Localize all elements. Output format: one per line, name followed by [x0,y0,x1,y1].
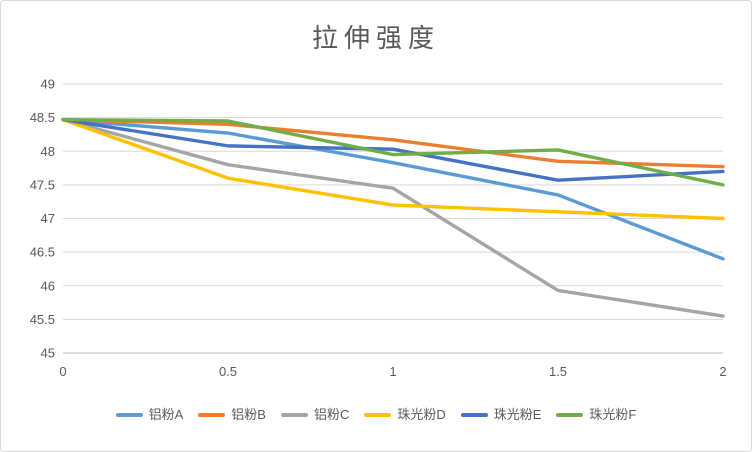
line-swatch-icon [364,413,392,417]
line-swatch-icon [115,413,143,417]
x-tick-label: 1.5 [549,364,567,379]
legend-item-series-a: 铝粉A [115,407,184,423]
y-tick-label: 46 [41,278,55,293]
legend-item-series-f: 珠光粉F [556,407,636,423]
legend-item-series-b: 铝粉B [198,407,266,423]
legend: 铝粉A 铝粉B 铝粉C 珠光粉D 珠光粉E 珠光粉F [1,407,751,423]
series-line-0 [61,117,725,261]
legend-label: 铝粉A [148,407,184,422]
legend-label: 珠光粉D [397,407,446,422]
y-tick-label: 48 [41,144,55,159]
chart-title: 拉伸强度 [311,23,440,53]
legend-label: 铝粉C [313,407,350,422]
line-swatch-icon [198,413,226,417]
series-line-5 [61,117,725,187]
line-swatch-icon [280,413,308,417]
y-tick-label: 47 [41,211,55,226]
x-tick-label: 0 [59,364,66,379]
y-tick-label: 45 [41,346,55,361]
x-tick-label: 2 [719,364,726,379]
series-line-3 [61,117,725,221]
y-tick-label: 46.5 [30,245,55,260]
legend-item-series-e: 珠光粉E [460,407,542,423]
series-line-4 [61,117,725,182]
legend-label: 珠光粉E [493,407,542,422]
y-tick-label: 49 [41,77,55,92]
y-tick-label: 48.5 [30,110,55,125]
legend-item-series-d: 珠光粉D [364,407,446,423]
line-swatch-icon [460,413,488,417]
series-line-2 [61,117,725,318]
legend-label: 铝粉B [231,407,266,422]
y-tick-label: 47.5 [30,177,55,192]
legend-item-series-c: 铝粉C [280,407,350,423]
line-swatch-icon [556,413,584,417]
legend-label: 珠光粉F [589,407,637,422]
x-tick-label: 1 [389,364,396,379]
y-tick-label: 45.5 [30,312,55,327]
x-tick-label: 0.5 [219,364,237,379]
